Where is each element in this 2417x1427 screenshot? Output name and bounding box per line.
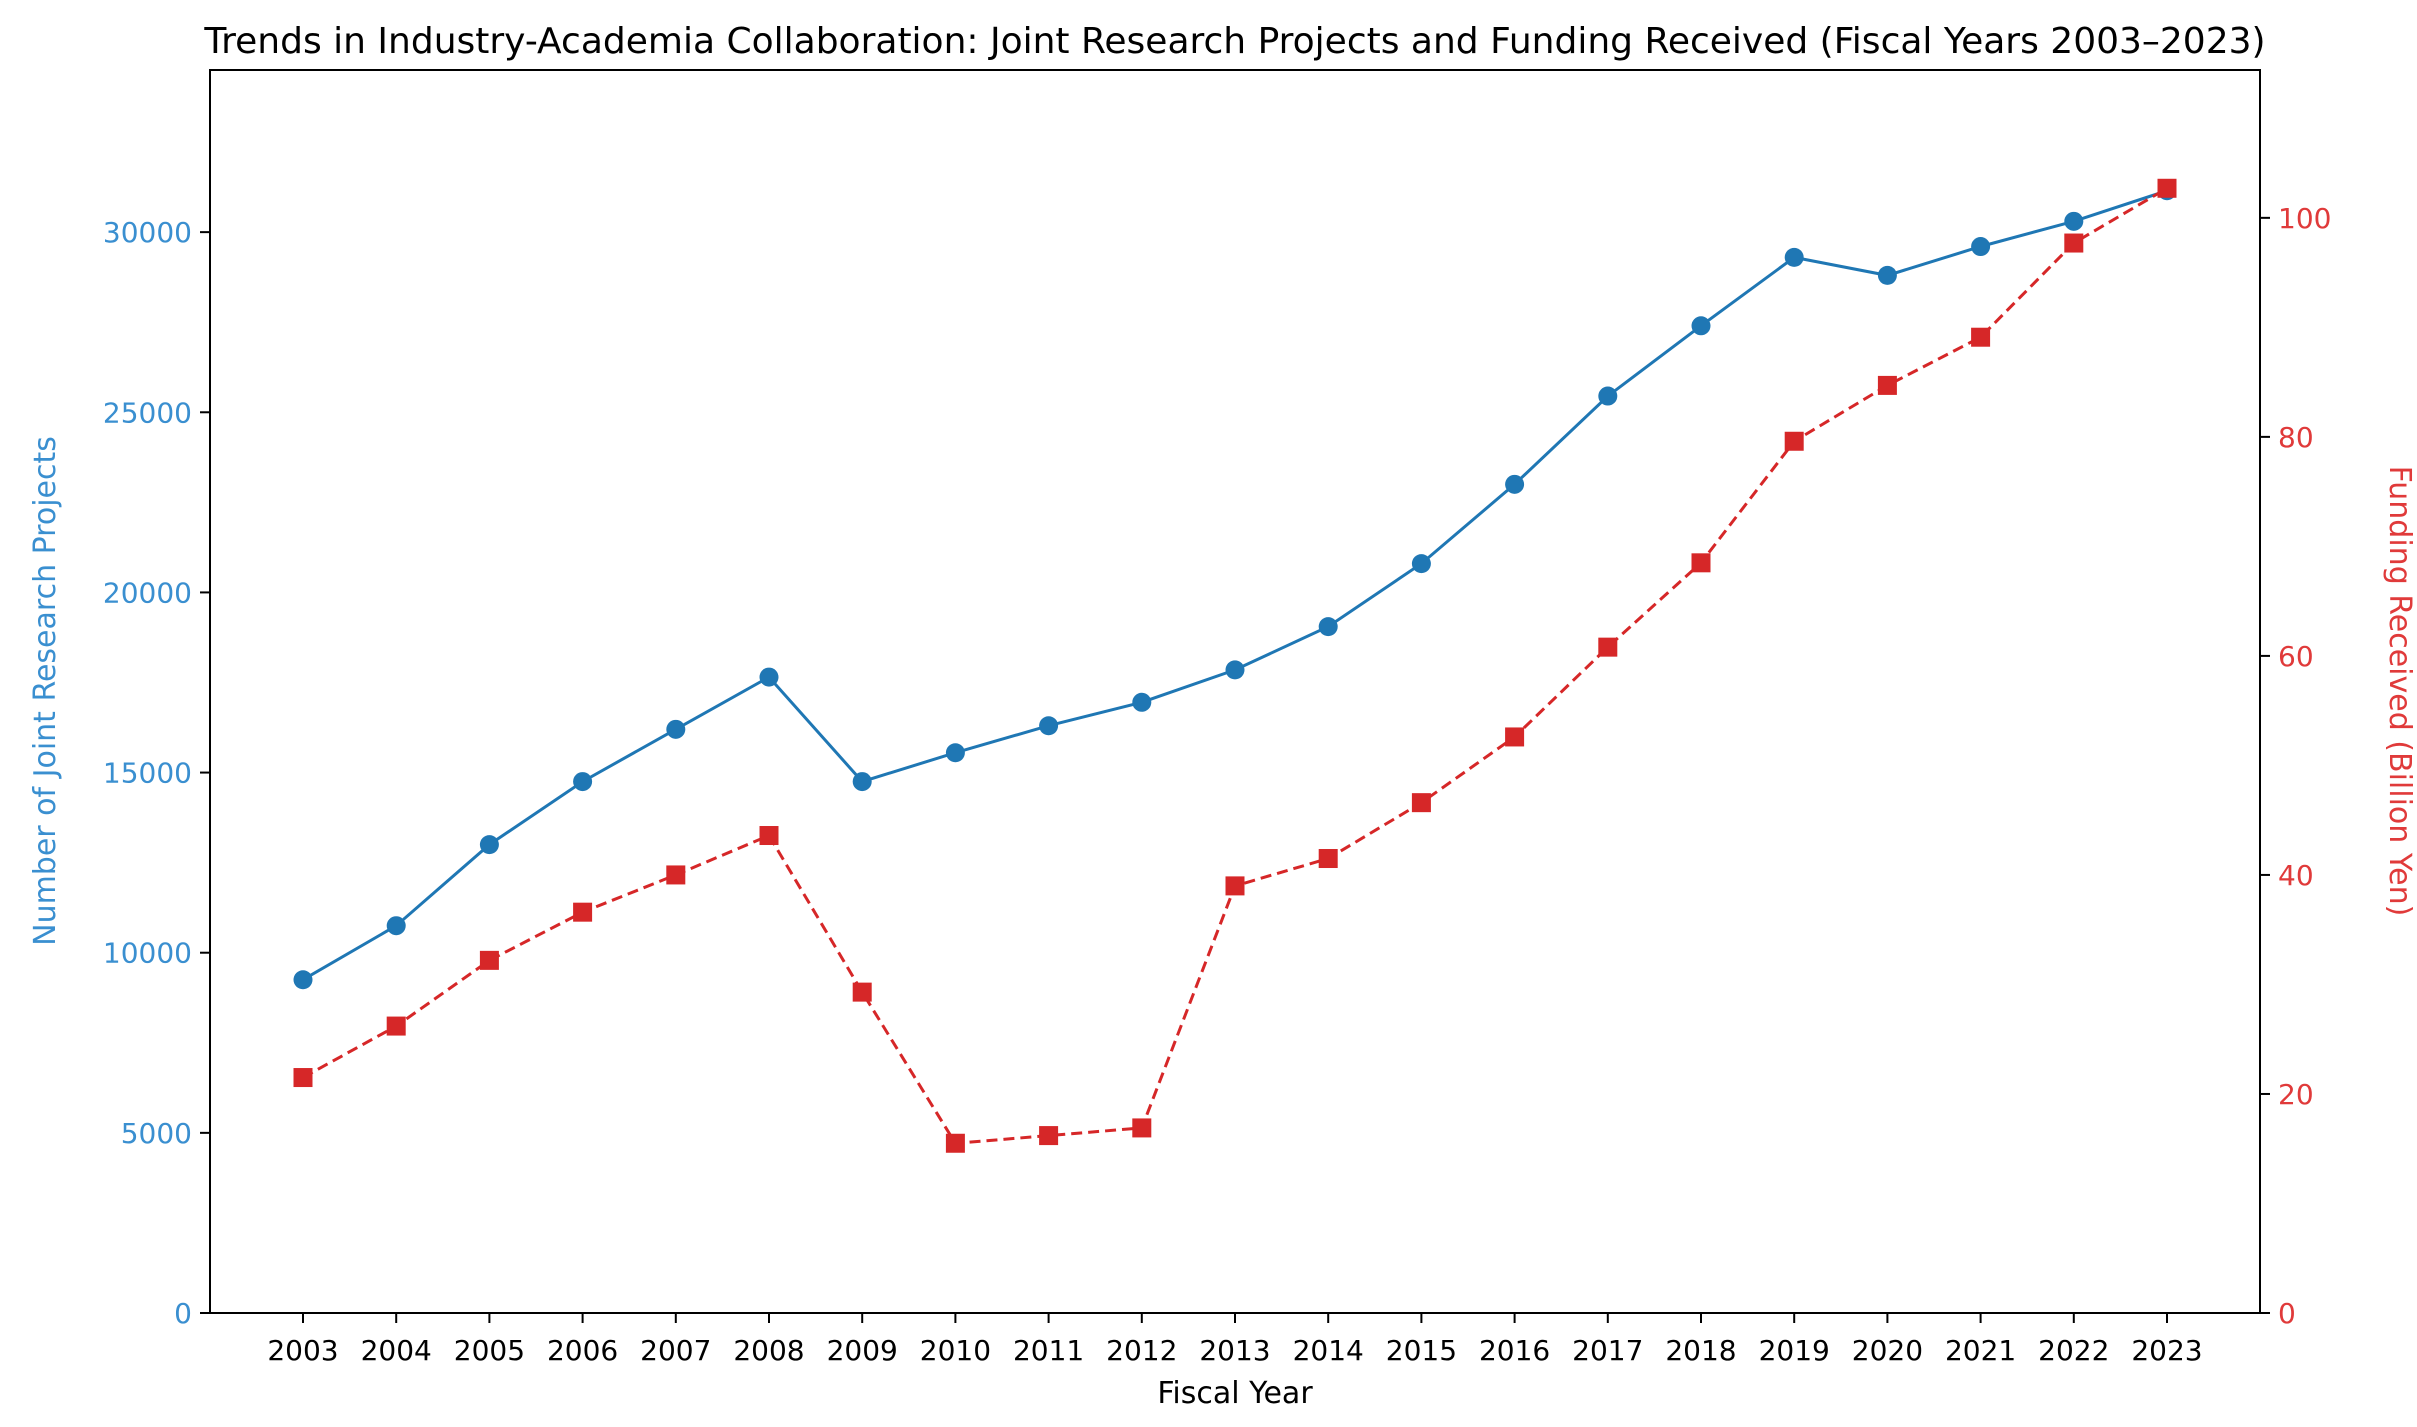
y-left-tick-label: 15000: [103, 757, 192, 790]
projects-point: [1691, 316, 1711, 336]
x-tick-label: 2009: [827, 1334, 898, 1367]
y-right-tick-label: 80: [2278, 421, 2314, 454]
x-tick-label: 2015: [1386, 1334, 1457, 1367]
y-axis-left: 0 5000 10000 15000 20000 25000 30000: [103, 216, 210, 1330]
x-tick-label: 2019: [1759, 1334, 1830, 1367]
funding-point: [1505, 727, 1525, 747]
funding-point: [1318, 849, 1338, 869]
x-tick-label: 2013: [1199, 1334, 1270, 1367]
x-tick-label: 2004: [361, 1334, 432, 1367]
x-tick-label: 2020: [1852, 1334, 1923, 1367]
x-tick-label: 2007: [640, 1334, 711, 1367]
projects-point: [1784, 247, 1804, 267]
funding-point: [479, 950, 499, 970]
funding-point: [2064, 233, 2084, 253]
funding-point: [1225, 876, 1245, 896]
x-tick-label: 2017: [1572, 1334, 1643, 1367]
projects-point: [1598, 386, 1618, 406]
funding-point: [2157, 178, 2177, 198]
x-tick-label: 2021: [1945, 1334, 2016, 1367]
y-right-tick-label: 60: [2278, 640, 2314, 673]
projects-point: [666, 719, 686, 739]
projects-point: [852, 772, 872, 792]
x-tick-label: 2003: [267, 1334, 338, 1367]
projects-point: [1318, 617, 1338, 637]
x-tick-label: 2018: [1665, 1334, 1736, 1367]
funding-point: [1877, 375, 1897, 395]
series-layer: [293, 178, 2177, 1153]
x-tick-label: 2005: [454, 1334, 525, 1367]
projects-point: [1971, 237, 1991, 257]
x-tick-label: 2016: [1479, 1334, 1550, 1367]
x-tick-label: 2010: [920, 1334, 991, 1367]
projects-point: [386, 916, 406, 936]
y-axis-left-label: Number of Joint Research Projects: [28, 436, 63, 946]
funding-point: [293, 1068, 313, 1088]
x-tick-label: 2008: [733, 1334, 804, 1367]
y-left-tick-label: 5000: [121, 1117, 192, 1150]
projects-series-line: [302, 189, 2168, 981]
funding-point: [386, 1016, 406, 1036]
projects-point: [1411, 554, 1431, 574]
funding-point: [945, 1133, 965, 1153]
projects-point: [759, 667, 779, 687]
projects-point: [2064, 211, 2084, 231]
y-right-tick-label: 20: [2278, 1078, 2314, 1111]
y-axis-right-label: Funding Received (Billion Yen): [2382, 466, 2417, 917]
y-left-tick-label: 20000: [103, 576, 192, 609]
funding-point: [1132, 1118, 1152, 1138]
funding-point: [1411, 793, 1431, 813]
projects-point: [1039, 716, 1059, 736]
funding-point: [1784, 431, 1804, 451]
funding-point: [1039, 1126, 1059, 1146]
projects-point: [573, 772, 593, 792]
y-axis-right: 0 20 40 60 80 100: [2260, 202, 2331, 1330]
y-left-tick-label: 0: [174, 1297, 192, 1330]
projects-point: [293, 970, 313, 990]
funding-point: [1598, 637, 1618, 657]
projects-point: [1225, 660, 1245, 680]
funding-point: [1971, 327, 1991, 347]
x-tick-label: 2012: [1106, 1334, 1177, 1367]
x-axis: 2003 2004 2005 2006 2007 2008 2009 2010 2011 2012…: [267, 1313, 2203, 1367]
y-left-tick-label: 25000: [103, 396, 192, 429]
y-right-tick-label: 100: [2278, 202, 2331, 235]
projects-point: [1132, 692, 1152, 712]
x-tick-label: 2022: [2038, 1334, 2109, 1367]
x-axis-label: Fiscal Year: [1157, 1376, 1313, 1411]
projects-point: [945, 743, 965, 763]
y-left-tick-label: 10000: [103, 937, 192, 970]
chart-title: Trends in Industry-Academia Collaboratio…: [203, 21, 2265, 62]
x-tick-label: 2006: [547, 1334, 618, 1367]
funding-point: [666, 865, 686, 885]
funding-point: [1691, 553, 1711, 573]
x-tick-label: 2023: [2131, 1334, 2202, 1367]
funding-point: [852, 982, 872, 1002]
funding-point: [573, 902, 593, 922]
y-right-tick-label: 0: [2278, 1297, 2296, 1330]
projects-point: [1505, 474, 1525, 494]
projects-point: [479, 835, 499, 855]
x-tick-label: 2011: [1013, 1334, 1084, 1367]
x-tick-label: 2014: [1293, 1334, 1364, 1367]
projects-point: [1877, 265, 1897, 285]
y-left-tick-label: 30000: [103, 216, 192, 249]
funding-point: [759, 826, 779, 846]
y-right-tick-label: 40: [2278, 859, 2314, 892]
